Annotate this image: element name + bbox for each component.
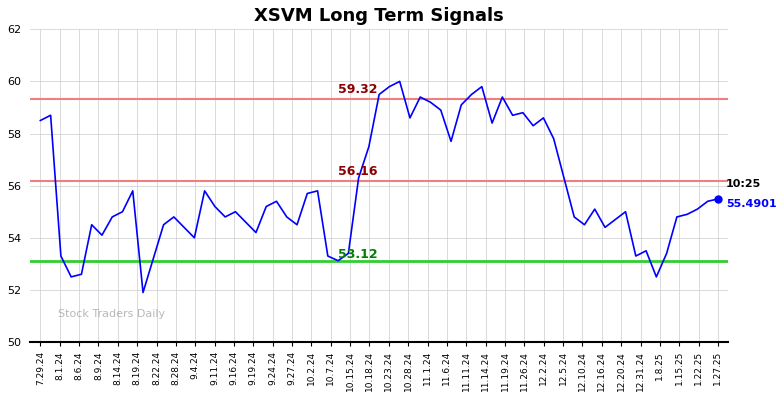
Title: XSVM Long Term Signals: XSVM Long Term Signals	[254, 7, 504, 25]
Text: Stock Traders Daily: Stock Traders Daily	[58, 309, 165, 319]
Text: 53.12: 53.12	[338, 248, 378, 261]
Text: 10:25: 10:25	[726, 179, 761, 189]
Text: 55.4901: 55.4901	[726, 199, 777, 209]
Text: 56.16: 56.16	[338, 165, 378, 178]
Text: 59.32: 59.32	[338, 83, 378, 96]
